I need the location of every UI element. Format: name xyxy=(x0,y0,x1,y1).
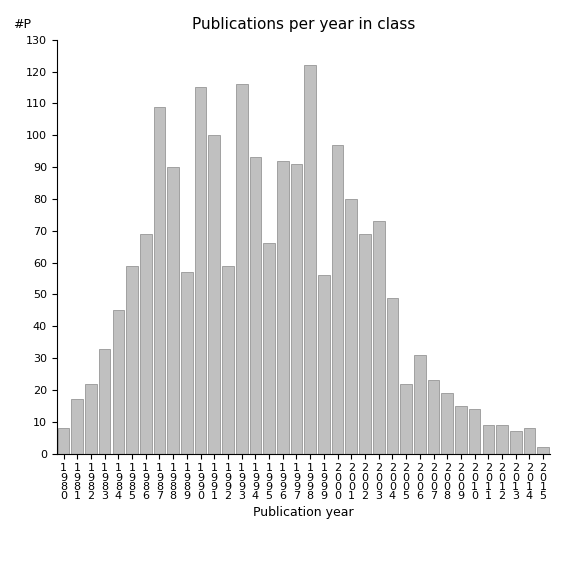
Bar xyxy=(441,393,453,454)
Y-axis label: #P: #P xyxy=(13,18,31,31)
Bar xyxy=(140,234,151,454)
Bar xyxy=(58,428,69,454)
Bar xyxy=(428,380,439,454)
Bar xyxy=(373,221,384,454)
Bar xyxy=(496,425,508,454)
Bar xyxy=(523,428,535,454)
Bar xyxy=(154,107,166,454)
Title: Publications per year in class: Publications per year in class xyxy=(192,16,415,32)
Bar xyxy=(85,383,97,454)
Bar xyxy=(291,164,302,454)
Bar xyxy=(483,425,494,454)
Bar xyxy=(469,409,480,454)
Bar xyxy=(126,266,138,454)
Bar xyxy=(71,400,83,454)
Bar xyxy=(414,355,426,454)
Bar xyxy=(194,87,206,454)
Bar xyxy=(510,431,522,454)
Bar xyxy=(236,84,248,454)
Bar xyxy=(112,310,124,454)
Bar xyxy=(181,272,193,454)
Bar xyxy=(222,266,234,454)
Bar xyxy=(99,349,111,454)
Bar xyxy=(209,135,220,454)
Bar xyxy=(387,298,398,454)
Bar xyxy=(400,383,412,454)
Bar xyxy=(345,199,357,454)
Bar xyxy=(318,276,330,454)
Bar xyxy=(332,145,344,454)
Bar xyxy=(263,243,275,454)
Bar xyxy=(277,160,289,454)
Bar xyxy=(538,447,549,454)
X-axis label: Publication year: Publication year xyxy=(253,506,354,519)
Bar xyxy=(359,234,371,454)
Bar xyxy=(249,158,261,454)
Bar xyxy=(167,167,179,454)
Bar xyxy=(304,65,316,454)
Bar xyxy=(455,406,467,454)
